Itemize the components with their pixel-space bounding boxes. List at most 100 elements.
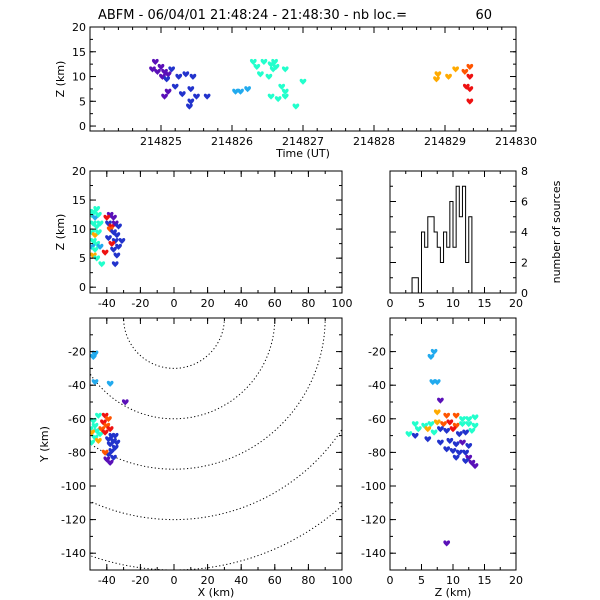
source-point <box>203 93 211 100</box>
source-point <box>427 353 435 361</box>
source-point <box>274 96 282 103</box>
source-point <box>452 422 460 429</box>
source-point <box>93 206 101 213</box>
x-tick-label: 20 <box>509 297 523 310</box>
source-point <box>462 458 469 465</box>
y-tick-label: -60 <box>368 413 386 426</box>
source-point <box>468 459 476 466</box>
source-point <box>110 246 117 253</box>
source-point <box>111 444 119 451</box>
source-point <box>90 252 97 259</box>
x-tick-label: 15 <box>478 574 492 587</box>
source-point <box>108 447 116 455</box>
source-point <box>111 237 119 245</box>
plot-frame <box>89 317 343 571</box>
y-tick-label: 15 <box>72 46 86 59</box>
source-point <box>292 103 300 110</box>
source-point <box>440 421 447 428</box>
y-tick-label: -140 <box>61 547 86 560</box>
source-point <box>106 426 114 433</box>
x-tick-label: 214827 <box>282 135 324 148</box>
x-tick-label: 0 <box>387 574 394 587</box>
source-point <box>111 220 119 227</box>
source-point <box>465 442 473 450</box>
source-point <box>465 421 473 428</box>
source-point <box>111 261 119 268</box>
x-axis-title: Z (km) <box>435 586 472 599</box>
source-point <box>433 379 441 386</box>
source-point <box>171 83 179 90</box>
source-point <box>105 220 112 227</box>
x-tick-label: 100 <box>332 297 353 310</box>
y-tick-label: 2 <box>521 257 528 270</box>
source-point <box>93 240 101 247</box>
source-point <box>433 76 440 83</box>
x-tick-label: -20 <box>131 297 149 310</box>
source-point <box>253 63 261 70</box>
source-point <box>249 58 257 66</box>
x-tick-label: 214825 <box>140 135 182 148</box>
source-point <box>95 229 102 236</box>
y-tick-label: 4 <box>521 226 528 239</box>
source-point <box>178 91 186 98</box>
source-point <box>466 98 474 105</box>
x-tick-label: 214826 <box>211 135 253 148</box>
histogram-bar <box>466 263 469 294</box>
nb-loc-value: 60 <box>475 8 492 23</box>
source-point <box>90 220 97 227</box>
y-tick-label: -140 <box>361 547 386 560</box>
source-point <box>443 412 451 419</box>
y-tick-label: -80 <box>68 446 86 459</box>
histogram-bar <box>459 217 462 293</box>
source-point <box>471 414 479 421</box>
y-tick-label: 5 <box>79 252 86 265</box>
y-tick-label: 0 <box>79 281 86 294</box>
source-point <box>471 422 479 429</box>
source-point <box>414 426 422 433</box>
source-point <box>98 261 106 268</box>
source-point <box>437 397 444 404</box>
y-axis-title: Z (km) <box>54 61 67 98</box>
source-point <box>103 422 111 429</box>
source-point <box>452 441 460 448</box>
source-point <box>106 441 114 448</box>
histogram-bar <box>440 263 443 294</box>
x-tick-label: 5 <box>418 297 425 310</box>
y-axis-title: Z (km) <box>54 214 67 251</box>
source-point <box>91 232 99 239</box>
x-tick-label: 80 <box>301 297 315 310</box>
source-point <box>113 252 121 259</box>
source-point <box>424 426 432 433</box>
source-point <box>164 71 172 78</box>
x-tick-label: 0 <box>387 297 394 310</box>
source-point <box>465 454 473 461</box>
y-tick-label: -120 <box>361 514 386 527</box>
y-tick-label: 5 <box>79 95 86 108</box>
source-point <box>106 226 114 233</box>
source-point <box>151 58 159 66</box>
source-point <box>91 422 99 429</box>
x-tick-label: 40 <box>234 574 248 587</box>
source-point <box>193 93 200 100</box>
y-tick-label: 0 <box>521 287 528 300</box>
x-tick-label: 10 <box>446 574 460 587</box>
source-point <box>187 86 195 93</box>
source-point <box>244 86 251 93</box>
source-point <box>106 380 114 387</box>
source-point <box>461 68 469 75</box>
source-point <box>471 463 479 470</box>
source-point <box>106 211 114 218</box>
source-point <box>161 68 168 75</box>
x-tick-label: 214830 <box>495 135 537 148</box>
source-point <box>91 246 99 253</box>
source-point <box>299 78 307 85</box>
source-point <box>437 426 444 433</box>
source-point <box>182 71 190 78</box>
x-tick-label: 0 <box>171 297 178 310</box>
histogram-bar <box>453 247 456 293</box>
x-tick-label: 40 <box>234 297 248 310</box>
source-point <box>91 434 99 441</box>
y-tick-label: 20 <box>72 21 86 34</box>
source-point <box>186 103 193 110</box>
